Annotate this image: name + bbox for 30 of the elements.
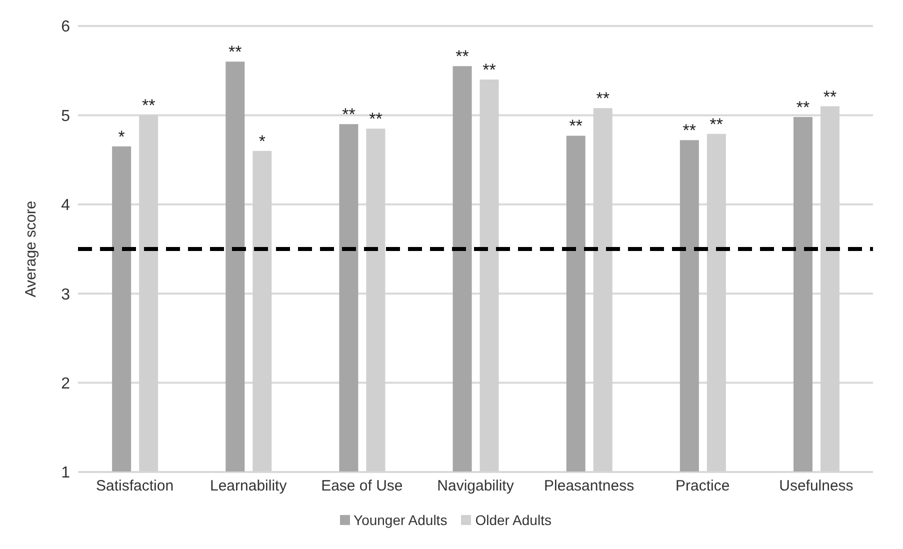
legend-label: Older Adults	[475, 512, 552, 528]
y-tick-label: 2	[61, 375, 70, 392]
data-label: **	[569, 116, 583, 136]
y-tick-label: 3	[61, 286, 70, 304]
data-label: **	[142, 96, 156, 116]
y-axis-title: Average score	[22, 200, 40, 298]
data-label: **	[710, 114, 724, 134]
data-label: **	[369, 110, 383, 129]
x-tick-label: Ease of Use	[321, 478, 403, 495]
y-tick-label: 4	[61, 197, 70, 214]
data-label: *	[258, 132, 266, 151]
x-tick-label: Practice	[676, 478, 730, 495]
y-tick-label: 6	[61, 18, 70, 36]
data-label: **	[596, 89, 610, 108]
y-tick-label: 5	[61, 108, 70, 125]
data-label: **	[823, 87, 837, 106]
data-label: *	[118, 127, 126, 146]
data-label: **	[342, 105, 356, 124]
x-tick-label: Navigability	[437, 478, 514, 495]
data-label: **	[228, 42, 242, 62]
x-tick-label: Usefulness	[779, 478, 854, 495]
x-tick-label: Learnability	[210, 478, 288, 495]
x-tick-label: Pleasantness	[544, 478, 634, 495]
data-label: **	[796, 98, 810, 117]
y-tick-label: 1	[61, 464, 70, 482]
data-label: **	[456, 47, 470, 66]
data-label: **	[682, 121, 696, 140]
legend-label: Younger Adults	[354, 512, 448, 528]
data-label: **	[482, 60, 496, 80]
x-tick-label: Satisfaction	[96, 478, 174, 495]
